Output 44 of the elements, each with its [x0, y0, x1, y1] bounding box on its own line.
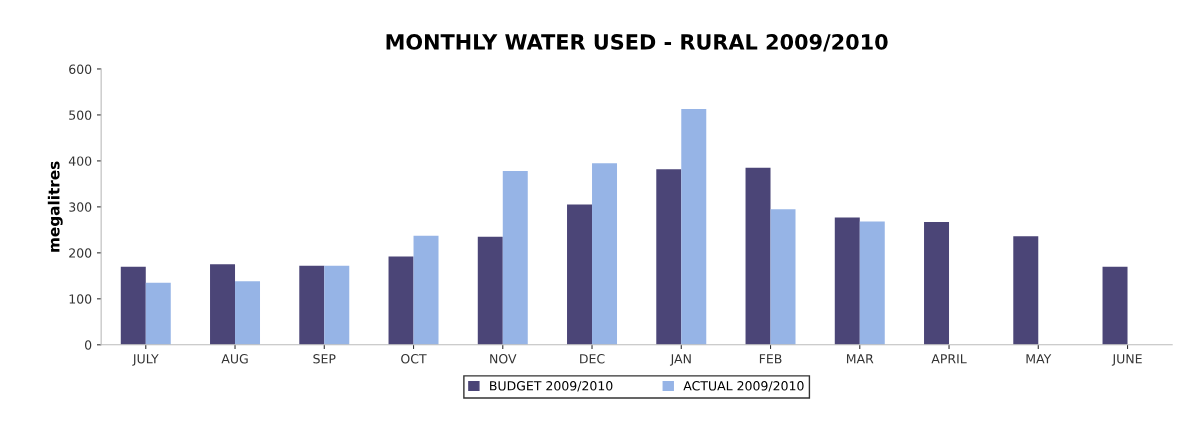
bar: [924, 222, 950, 345]
bar: [120, 266, 146, 345]
bar: [592, 163, 618, 345]
x-tick-label: APRIL: [931, 354, 967, 364]
bar: [1013, 236, 1039, 345]
bar: [502, 171, 528, 345]
legend-label: ACTUAL 2009/2010: [683, 381, 804, 392]
bar: [413, 235, 439, 345]
y-tick-label: 100: [69, 294, 92, 304]
y-tick-label: 500: [69, 110, 92, 120]
bar: [145, 282, 171, 345]
bar: [324, 265, 350, 345]
x-tick-label: AUG: [221, 354, 248, 364]
x-tick-label: JULY: [132, 354, 159, 366]
bar: [567, 204, 593, 345]
chart-title: MONTHLY WATER USED - RURAL 2009/2010: [386, 34, 888, 52]
y-tick-label: 400: [68, 156, 92, 166]
y-tick-label: 300: [69, 202, 92, 212]
x-tick-label: SEP: [313, 354, 336, 364]
bar: [210, 264, 236, 345]
bar: [299, 265, 325, 345]
y-tick-label: 200: [69, 248, 92, 258]
y-tick-label: 0: [84, 340, 92, 350]
bar: [745, 167, 771, 345]
bar: [656, 169, 682, 345]
x-tick-label: FEB: [759, 354, 782, 364]
bar: [681, 108, 707, 345]
x-tick-label: JAN: [669, 354, 691, 366]
x-tick-label: NOV: [490, 354, 517, 364]
x-tick-label: MAR: [846, 354, 874, 364]
bar: [770, 209, 796, 345]
x-tick-label: MAY: [1026, 354, 1052, 364]
bar: [859, 221, 885, 345]
legend-label: BUDGET 2009/2010: [490, 381, 613, 392]
x-tick-label: JUNE: [1111, 354, 1142, 366]
x-tick-label: DEC: [580, 354, 605, 364]
bar: [834, 217, 860, 345]
bar: [477, 236, 503, 345]
x-tick-label: OCT: [401, 354, 427, 364]
bar: [235, 281, 261, 345]
bar: [1102, 266, 1128, 345]
y-axis-title: megalitres: [47, 161, 63, 252]
y-tick-label: 600: [69, 64, 92, 74]
bar: [388, 256, 414, 345]
